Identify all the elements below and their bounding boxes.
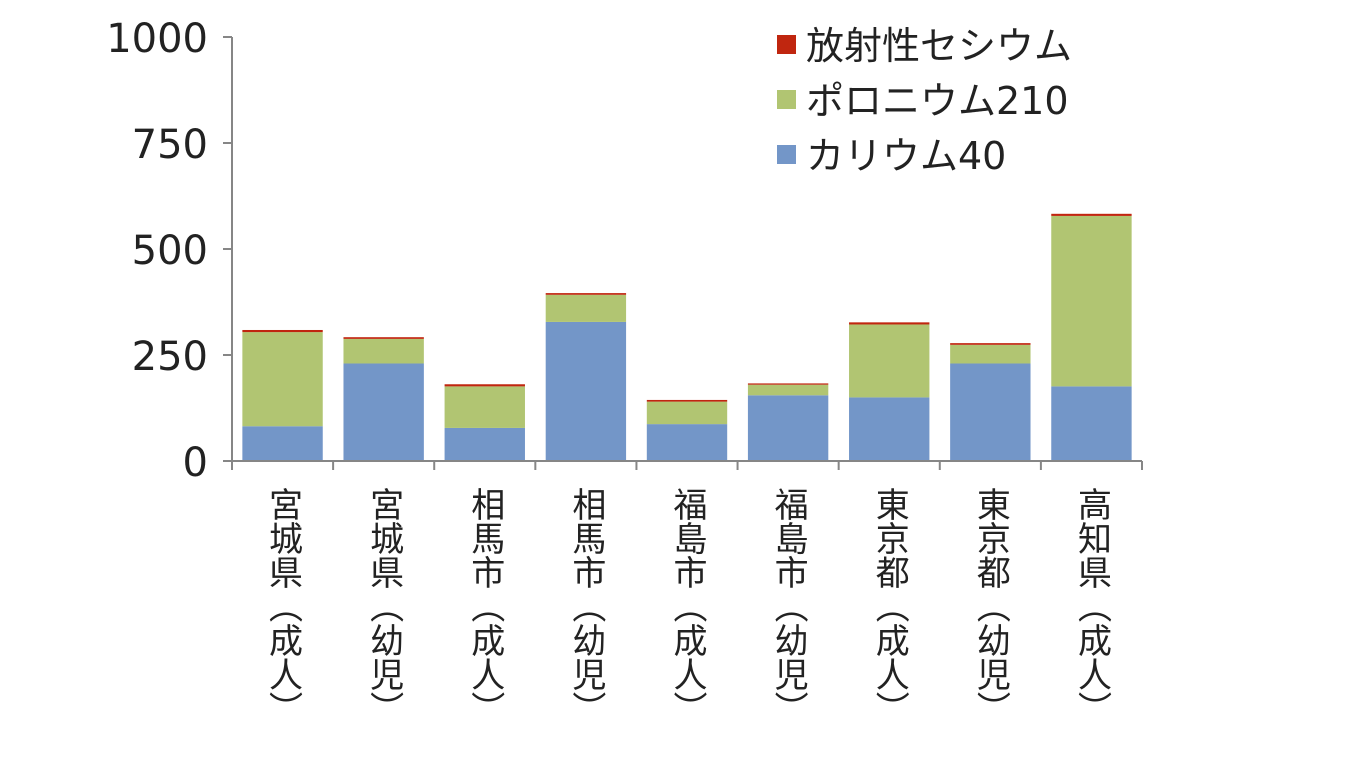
y-axis: 0 250 500 750 1000 [106,16,233,486]
legend-swatch [777,145,796,164]
bar-segment-series-1 [950,344,1031,364]
x-category-label: 東京都（幼児） [970,487,1010,725]
bar-segment-series-0 [343,363,424,461]
legend-label: 放射性セシウム [806,24,1072,68]
y-tick-label: 500 [132,228,208,274]
y-tick-label: 1000 [106,16,208,62]
x-category-label: 福島市（成人） [667,487,707,725]
bar-segment-series-1 [1051,215,1132,387]
bar-segment-series-1 [545,294,627,322]
x-category-label: 福島市（幼児） [768,487,808,725]
bar-segment-series-2 [849,322,930,325]
bar-segment-series-2 [1051,213,1132,216]
x-category-label: 相馬市（成人） [465,487,505,725]
bar-segment-series-2 [950,343,1031,345]
legend-swatch [777,35,796,54]
bar-segment-series-2 [242,329,323,333]
bar-segment-series-2 [545,293,627,295]
y-tick-label: 250 [132,334,208,380]
bar-segment-series-0 [950,363,1031,461]
legend-label: ポロニウム210 [806,79,1069,123]
x-category-label: 東京都（成人） [869,487,909,725]
bar-segment-series-0 [646,424,728,461]
bar-segment-series-1 [646,401,728,425]
legend-label: カリウム40 [806,134,1006,178]
bar-segment-series-2 [747,383,829,385]
bar-segment-series-1 [444,386,525,428]
bar-segment-series-2 [444,384,525,387]
bars [242,213,1132,461]
bar-segment-series-1 [343,338,424,364]
legend-swatch [777,90,796,109]
bar-segment-series-2 [343,337,424,339]
bar-segment-series-0 [1051,386,1132,461]
bar-segment-series-2 [646,399,728,402]
bar-segment-series-0 [849,397,930,461]
bar-segment-series-0 [545,321,627,461]
x-category-label: 宮城県（幼児） [364,487,404,725]
bar-segment-series-0 [747,395,829,461]
x-category-label: 高知県（成人） [1071,487,1111,725]
x-category-label: 相馬市（幼児） [566,487,606,725]
x-category-label: 宮城県（成人） [263,487,303,725]
bar-segment-series-0 [242,426,323,461]
y-tick-label: 750 [132,122,208,168]
y-tick-label: 0 [183,440,208,486]
bar-segment-series-1 [849,324,930,398]
bar-segment-series-0 [444,427,525,461]
x-axis: 宮城県（成人） 宮城県（幼児） 相馬市（成人） 相馬市（幼児） 福島市（成人） 福島市（幼… [231,460,1143,725]
bar-segment-series-1 [747,384,829,396]
bar-segment-series-1 [242,332,323,427]
